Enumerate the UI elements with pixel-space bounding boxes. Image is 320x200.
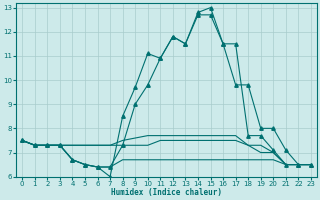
X-axis label: Humidex (Indice chaleur): Humidex (Indice chaleur) — [111, 188, 222, 197]
